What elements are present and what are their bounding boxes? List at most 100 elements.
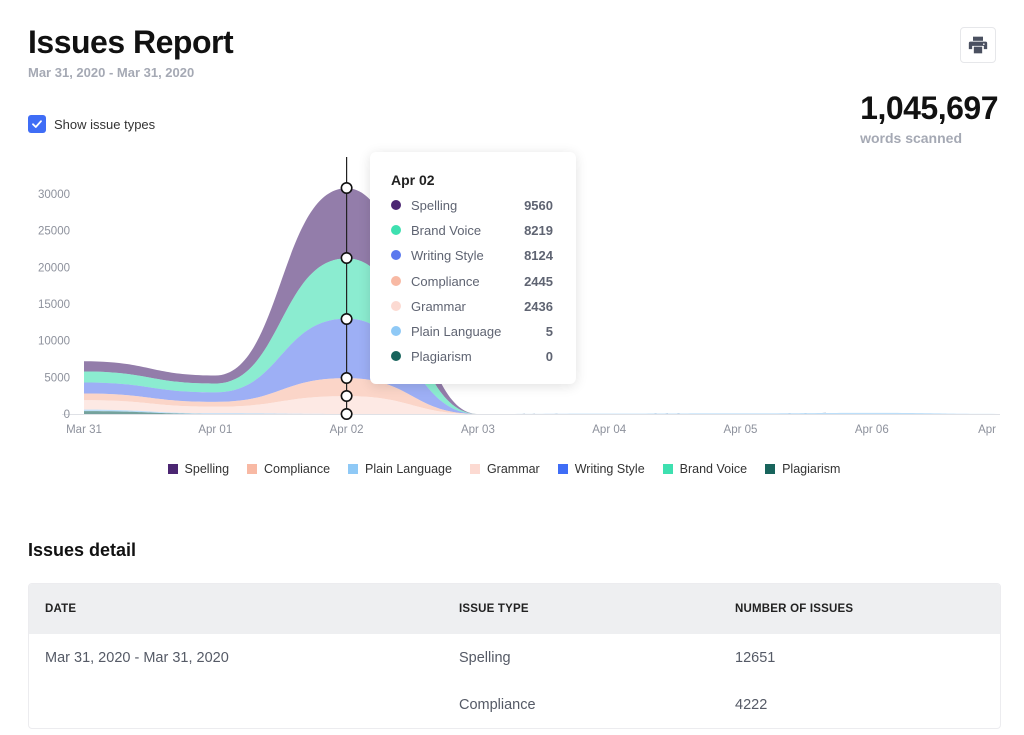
legend-label: Plain Language (365, 462, 452, 476)
hover-point-grammar (340, 389, 353, 402)
legend-item-writing-style[interactable]: Writing Style (557, 462, 645, 476)
series-dot (391, 225, 401, 235)
legend-item-compliance[interactable]: Compliance (247, 462, 330, 476)
tooltip-series-value: 8219 (524, 222, 553, 238)
legend-item-brand-voice[interactable]: Brand Voice (662, 462, 748, 476)
show-issue-types-label: Show issue types (54, 116, 156, 132)
issues-detail-title: Issues detail (28, 540, 137, 560)
printer-icon (968, 36, 988, 54)
area-series-compliance[interactable] (84, 378, 1004, 414)
chart-legend: Spelling Compliance Plain Language Grammar W… (0, 462, 1024, 476)
legend-label: Writing Style (574, 462, 645, 476)
tooltip-row-plain-language: Plain Language 5 (391, 321, 553, 341)
tooltip-series-value: 2436 (524, 298, 553, 314)
words-scanned-label: words scanned (860, 130, 962, 146)
cell-count: 4222 (735, 696, 768, 713)
tooltip-series-value: 5 (545, 323, 553, 339)
tooltip-series-value: 8124 (524, 247, 553, 263)
print-button[interactable] (960, 27, 996, 63)
hover-point-compliance (340, 371, 353, 384)
date-range: Mar 31, 2020 - Mar 31, 2020 (28, 65, 195, 80)
hover-point-plagiarism (340, 407, 353, 420)
tooltip-row-plagiarism: Plagiarism 0 (391, 346, 553, 366)
legend-label: Compliance (264, 462, 331, 476)
cell-date: Mar 31, 2020 - Mar 31, 2020 (45, 649, 229, 666)
x-tick-label: Apr 05 (724, 424, 758, 436)
y-tick-label: 15000 (38, 299, 70, 311)
area-series-plain-language[interactable] (84, 409, 1004, 414)
legend-label: Brand Voice (679, 462, 748, 476)
series-dot (391, 351, 401, 361)
legend-item-plain-language[interactable]: Plain Language (348, 462, 452, 476)
column-header-number-of-issues[interactable]: NUMBER OF ISSUES (735, 603, 854, 615)
series-dot (391, 250, 401, 260)
tooltip-series-name: Writing Style (411, 247, 484, 263)
tooltip-row-brand-voice: Brand Voice 8219 (391, 220, 553, 240)
cell-count: 12651 (735, 649, 776, 666)
cell-issue-type: Compliance (459, 696, 536, 713)
hover-point-writing-style (340, 312, 353, 325)
tooltip-row-compliance: Compliance 2445 (391, 271, 553, 291)
legend-swatch (247, 464, 258, 474)
series-dot (391, 301, 401, 311)
tooltip-title: Apr 02 (391, 172, 435, 188)
x-tick-label: Apr 04 (592, 424, 626, 436)
tooltip-series-name: Plain Language (411, 323, 502, 339)
page-title: Issues Report (28, 24, 234, 60)
area-series-spelling[interactable] (84, 188, 1004, 414)
area-series-brand-voice[interactable] (84, 258, 1004, 414)
column-header-date[interactable]: DATE (45, 603, 77, 615)
series-dot (391, 276, 401, 286)
legend-item-spelling[interactable]: Spelling (167, 462, 230, 476)
area-series-writing-style[interactable] (84, 318, 1004, 414)
checkbox[interactable] (28, 115, 46, 133)
x-tick-label: Apr 02 (330, 424, 364, 436)
issues-area-chart[interactable]: 0 5000 10000 15000 20000 25000 30000 Mar 31 Apr… (0, 150, 1024, 450)
legend-swatch (557, 464, 568, 474)
x-tick-label: Apr 03 (461, 424, 495, 436)
x-tick-label: Mar 31 (66, 424, 102, 436)
hover-point-brand-voice (340, 252, 353, 265)
series-dot (391, 326, 401, 336)
checkmark-icon (32, 120, 42, 128)
column-header-issue-type[interactable]: ISSUE TYPE (459, 603, 529, 615)
area-series-grammar[interactable] (84, 396, 1004, 414)
chart-tooltip: Apr 02 Spelling 9560 Brand Voice 8219 Wr… (370, 152, 576, 384)
y-tick-label: 25000 (38, 226, 70, 238)
tooltip-row-grammar: Grammar 2436 (391, 296, 553, 316)
legend-label: Spelling (184, 462, 230, 476)
y-tick-label: 20000 (38, 262, 70, 274)
area-series-plagiarism[interactable] (84, 411, 1004, 414)
tooltip-series-value: 9560 (524, 197, 553, 213)
series-dot (391, 200, 401, 210)
legend-swatch (348, 464, 359, 474)
x-tick-label: Apr 06 (855, 424, 889, 436)
legend-item-plagiarism[interactable]: Plagiarism (765, 462, 840, 476)
table-header: DATE ISSUE TYPE NUMBER OF ISSUES (29, 584, 1000, 634)
x-tick-label: Apr (978, 424, 996, 436)
table-row: Compliance 4222 (29, 681, 1000, 728)
y-tick-label: 0 (64, 409, 70, 421)
legend-label: Grammar (486, 462, 540, 476)
hover-point-spelling (340, 182, 353, 195)
words-scanned-count: 1,045,697 (860, 90, 998, 126)
tooltip-series-value: 2445 (524, 273, 553, 289)
x-tick-label: Apr 01 (198, 424, 232, 436)
tooltip-series-name: Grammar (411, 298, 466, 314)
tooltip-series-name: Compliance (411, 273, 480, 289)
tooltip-series-name: Plagiarism (411, 348, 472, 364)
legend-swatch (167, 464, 178, 474)
legend-label: Plagiarism (782, 462, 841, 476)
legend-swatch (469, 464, 480, 474)
tooltip-series-value: 0 (545, 348, 553, 364)
legend-item-grammar[interactable]: Grammar (469, 462, 540, 476)
legend-swatch (662, 464, 673, 474)
table-row: Mar 31, 2020 - Mar 31, 2020 Spelling 126… (29, 634, 1000, 681)
y-tick-label: 10000 (38, 336, 70, 348)
cell-issue-type: Spelling (459, 649, 511, 666)
y-tick-label: 30000 (38, 189, 70, 201)
y-tick-label: 5000 (44, 372, 70, 384)
tooltip-row-writing-style: Writing Style 8124 (391, 245, 553, 265)
issues-detail-table: DATE ISSUE TYPE NUMBER OF ISSUES Mar 31,… (28, 583, 1001, 729)
show-issue-types-toggle[interactable]: Show issue types (28, 115, 155, 133)
